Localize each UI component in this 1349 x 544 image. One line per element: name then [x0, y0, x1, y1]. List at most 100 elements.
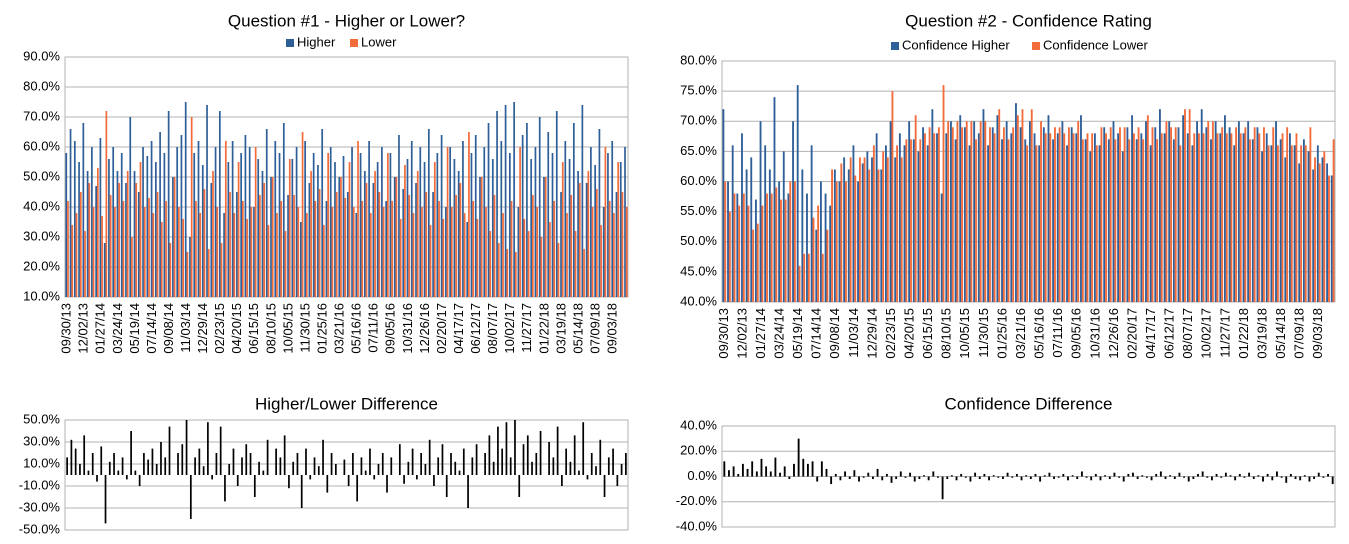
bar — [1053, 476, 1055, 480]
bar — [271, 177, 274, 297]
bar — [173, 177, 176, 297]
x-tick-label: 05/19/14 — [790, 308, 805, 359]
x-tick-label: 03/19/18 — [1254, 308, 1269, 359]
bar — [802, 458, 805, 477]
bar — [1024, 139, 1027, 302]
bar — [526, 123, 528, 297]
bar — [488, 435, 491, 475]
bar — [566, 213, 568, 297]
bar — [1039, 476, 1042, 482]
bar — [817, 205, 820, 302]
bar — [872, 145, 875, 302]
bar — [356, 475, 359, 502]
bar — [1063, 133, 1066, 302]
bar — [1326, 163, 1329, 302]
x-tick-label: 02/20/17 — [434, 303, 449, 354]
bar — [357, 141, 359, 297]
bar — [428, 439, 431, 475]
bar — [143, 207, 146, 297]
bar — [560, 192, 562, 297]
bar — [305, 448, 307, 475]
bar — [398, 135, 400, 297]
bar — [65, 153, 68, 297]
x-tick-label: 10/31/16 — [400, 303, 415, 354]
bar — [82, 123, 85, 297]
x-tick-label: 01/25/16 — [314, 303, 329, 354]
bar — [338, 177, 341, 297]
bar — [325, 201, 328, 297]
bar — [1156, 139, 1159, 302]
bar — [1070, 127, 1073, 303]
bar — [1295, 133, 1298, 302]
bar — [369, 213, 372, 297]
x-tick-label: 10/05/15 — [280, 303, 295, 354]
bar — [572, 123, 575, 297]
bar — [99, 138, 102, 297]
bar — [1256, 127, 1259, 303]
bar — [918, 476, 921, 480]
bar — [1263, 127, 1265, 303]
bar — [216, 207, 219, 297]
bar — [425, 192, 428, 297]
bar — [905, 139, 908, 302]
bar — [178, 207, 180, 297]
bar — [1140, 133, 1143, 302]
x-tick-label: 07/09/18 — [587, 303, 602, 354]
bar — [1211, 476, 1213, 481]
bar — [806, 193, 808, 302]
bar — [1265, 133, 1268, 302]
bar — [745, 169, 748, 302]
bar — [565, 448, 568, 475]
x-tick-label: 11/03/14 — [178, 303, 193, 353]
bar — [224, 141, 227, 297]
bar — [352, 207, 355, 297]
bar — [449, 147, 451, 297]
bar — [207, 422, 209, 475]
bar — [742, 193, 745, 302]
x-tick-label: 09/08/14 — [161, 303, 176, 354]
bar — [154, 162, 157, 297]
bar — [156, 192, 159, 297]
bar — [1077, 121, 1080, 302]
bar — [908, 121, 911, 302]
bar — [1276, 145, 1279, 302]
bar — [182, 219, 184, 297]
bar — [909, 472, 912, 477]
bar — [619, 162, 622, 297]
y-tick-label: 90.0% — [23, 48, 60, 63]
bar — [181, 444, 184, 475]
bar — [578, 470, 580, 475]
bar — [1177, 127, 1180, 303]
x-tick-label: 12/26/16 — [1106, 308, 1121, 359]
bar — [355, 213, 358, 297]
bar — [1184, 109, 1186, 302]
bar — [84, 231, 86, 297]
bar — [87, 470, 90, 475]
x-tick-label: 07/14/14 — [809, 308, 824, 359]
y-tick-label: -40.0% — [676, 518, 718, 533]
bar — [1207, 121, 1210, 302]
bar — [445, 207, 447, 297]
bar — [1202, 133, 1205, 302]
bar — [942, 85, 945, 302]
bar — [1165, 121, 1168, 302]
bar — [159, 132, 161, 297]
bar — [505, 422, 508, 475]
bar — [143, 453, 145, 475]
bar — [1234, 476, 1237, 481]
bar — [933, 133, 936, 302]
x-tick-label: 12/29/14 — [195, 303, 210, 354]
x-tick-label: 08/07/17 — [1180, 308, 1195, 359]
bar — [227, 162, 230, 297]
bar — [1012, 127, 1015, 303]
x-tick-label: 05/14/18 — [1273, 308, 1288, 359]
bar — [214, 147, 217, 297]
y-tick-label: 45.0% — [680, 263, 717, 278]
bar — [1098, 145, 1101, 302]
bar — [978, 476, 981, 480]
bar — [118, 183, 121, 297]
bar — [890, 476, 893, 483]
bar — [793, 181, 796, 302]
bar — [1135, 139, 1138, 302]
bar — [1114, 139, 1117, 302]
